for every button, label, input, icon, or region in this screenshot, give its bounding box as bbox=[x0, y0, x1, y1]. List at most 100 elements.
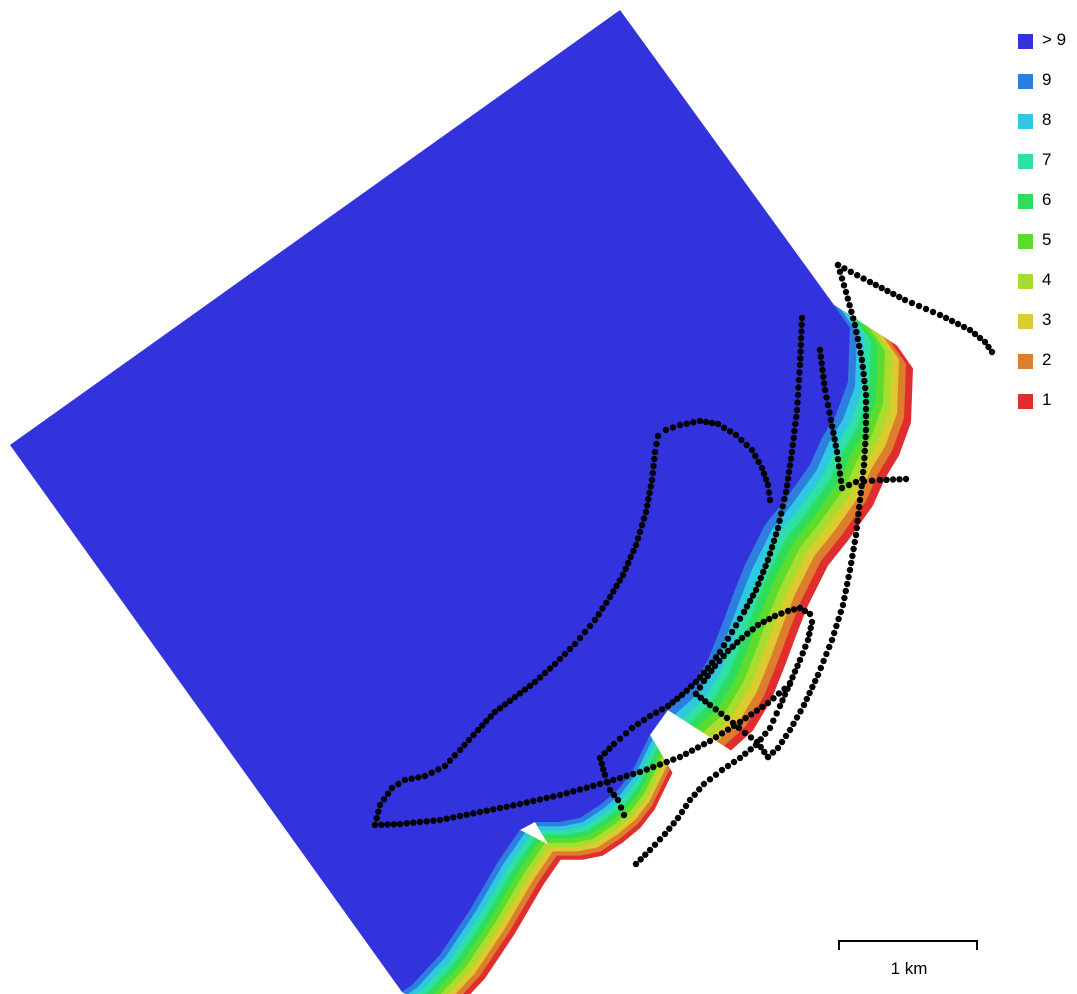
track-point bbox=[759, 703, 766, 710]
track-point bbox=[876, 476, 884, 484]
track-point bbox=[736, 615, 744, 622]
track-point bbox=[766, 550, 774, 557]
track-point bbox=[724, 647, 732, 655]
track-point bbox=[380, 796, 388, 803]
track-point bbox=[591, 616, 599, 624]
track-point bbox=[861, 377, 868, 385]
track-point bbox=[764, 481, 772, 489]
track-point bbox=[556, 655, 564, 663]
legend-label: 5 bbox=[1042, 230, 1052, 249]
track-point bbox=[883, 476, 890, 483]
track-point bbox=[734, 639, 741, 646]
track-point bbox=[954, 320, 962, 328]
track-point bbox=[779, 503, 786, 510]
track-point bbox=[799, 650, 806, 657]
track-point bbox=[456, 812, 464, 820]
track-point bbox=[644, 502, 651, 509]
track-point bbox=[829, 423, 836, 430]
track-point bbox=[583, 784, 590, 791]
track-point bbox=[730, 758, 738, 766]
track-point bbox=[854, 272, 861, 279]
track-point bbox=[784, 475, 792, 482]
track-point bbox=[766, 615, 773, 623]
track-point bbox=[711, 662, 719, 670]
track-point bbox=[747, 734, 755, 741]
track-point bbox=[884, 287, 891, 295]
track-point bbox=[776, 702, 784, 710]
track-point bbox=[662, 426, 670, 434]
track-point bbox=[421, 772, 429, 780]
track-point bbox=[664, 702, 672, 710]
track-point bbox=[856, 342, 863, 350]
track-point bbox=[491, 708, 499, 716]
scale-bar-line bbox=[838, 940, 978, 950]
track-point bbox=[762, 730, 769, 737]
track-point bbox=[857, 349, 864, 357]
track-point bbox=[682, 802, 690, 810]
track-point bbox=[476, 808, 484, 816]
track-point bbox=[634, 535, 642, 542]
track-point bbox=[901, 296, 909, 304]
track-point bbox=[461, 741, 468, 749]
track-point bbox=[566, 645, 574, 653]
track-point bbox=[826, 643, 833, 651]
track-point bbox=[487, 713, 494, 720]
track-point bbox=[985, 343, 992, 351]
track-point bbox=[378, 821, 385, 828]
track-point bbox=[661, 830, 669, 838]
track-point bbox=[848, 308, 855, 315]
track-point bbox=[790, 720, 797, 727]
track-point bbox=[415, 774, 422, 781]
track-point bbox=[696, 417, 704, 425]
track-point bbox=[785, 468, 793, 476]
track-point bbox=[523, 799, 530, 806]
track-point bbox=[718, 730, 726, 737]
track-point bbox=[390, 821, 397, 828]
track-point bbox=[806, 689, 813, 697]
track-point bbox=[758, 464, 766, 472]
track-point bbox=[840, 282, 848, 289]
track-point bbox=[779, 697, 786, 704]
track-point bbox=[781, 496, 788, 503]
track-point bbox=[692, 690, 700, 698]
track-point bbox=[712, 771, 720, 778]
track-point bbox=[632, 541, 640, 549]
track-point bbox=[742, 715, 749, 722]
track-point bbox=[988, 348, 996, 356]
track-point bbox=[960, 323, 968, 331]
deep-water-area bbox=[10, 10, 850, 992]
track-point bbox=[654, 432, 662, 440]
legend-label: 2 bbox=[1042, 350, 1052, 369]
track-point bbox=[501, 701, 509, 708]
legend-item: 7 bbox=[1018, 150, 1076, 190]
track-point bbox=[613, 582, 620, 590]
track-point bbox=[809, 683, 816, 691]
track-point bbox=[375, 808, 382, 815]
track-point bbox=[506, 697, 514, 704]
scale-bar: 1 km bbox=[838, 940, 980, 990]
track-point bbox=[862, 405, 870, 413]
track-point bbox=[861, 447, 868, 455]
track-point bbox=[908, 299, 916, 307]
track-point bbox=[764, 753, 772, 761]
track-point bbox=[470, 810, 477, 817]
track-point bbox=[853, 524, 860, 532]
track-point bbox=[803, 695, 810, 703]
track-point bbox=[844, 580, 851, 588]
track-point bbox=[768, 544, 776, 551]
track-point bbox=[842, 587, 849, 595]
legend-label: 9 bbox=[1042, 70, 1052, 89]
track-point bbox=[981, 338, 989, 346]
track-point bbox=[833, 448, 841, 456]
track-point bbox=[773, 710, 780, 717]
track-point bbox=[757, 574, 764, 582]
track-point bbox=[728, 628, 736, 636]
track-point bbox=[714, 420, 722, 428]
track-point bbox=[676, 753, 684, 761]
track-point bbox=[817, 664, 824, 672]
track-point bbox=[622, 565, 629, 573]
track-point bbox=[610, 740, 618, 748]
track-point bbox=[748, 446, 756, 454]
track-point bbox=[724, 635, 732, 642]
track-point bbox=[915, 302, 923, 310]
